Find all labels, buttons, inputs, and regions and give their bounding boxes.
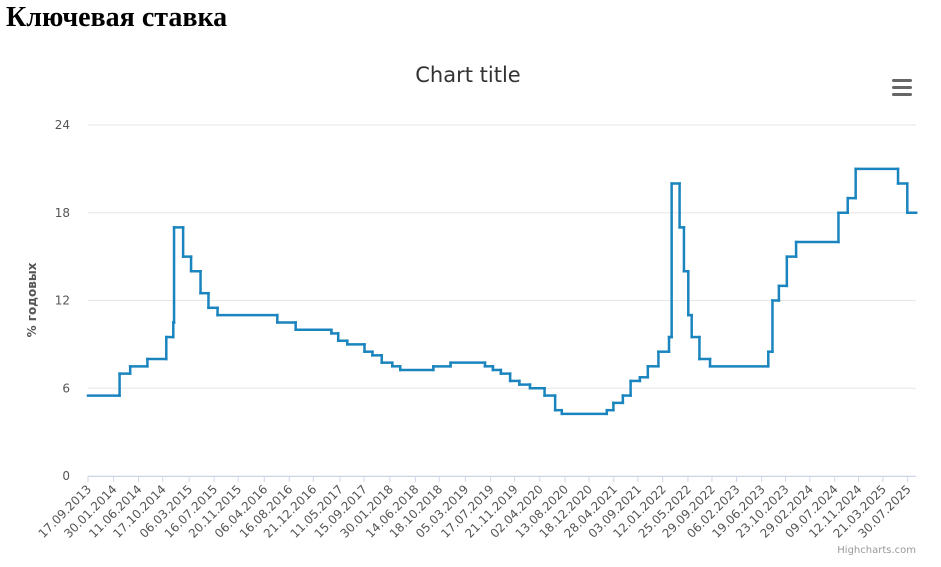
y-axis-label: % годовых xyxy=(25,262,39,337)
y-tick-label: 18 xyxy=(55,206,70,220)
y-tick-label: 0 xyxy=(62,469,70,483)
menu-bar xyxy=(892,93,912,96)
y-tick-label: 6 xyxy=(62,381,70,395)
menu-button[interactable] xyxy=(892,79,912,96)
y-tick-label: 24 xyxy=(55,118,70,132)
y-tick-label: 12 xyxy=(55,294,70,308)
menu-bar xyxy=(892,79,912,82)
page-heading: Ключевая ставка xyxy=(6,2,228,33)
chart-title: Chart title xyxy=(415,63,520,87)
menu-bar xyxy=(892,86,912,89)
credits[interactable]: Highcharts.com xyxy=(837,545,916,556)
